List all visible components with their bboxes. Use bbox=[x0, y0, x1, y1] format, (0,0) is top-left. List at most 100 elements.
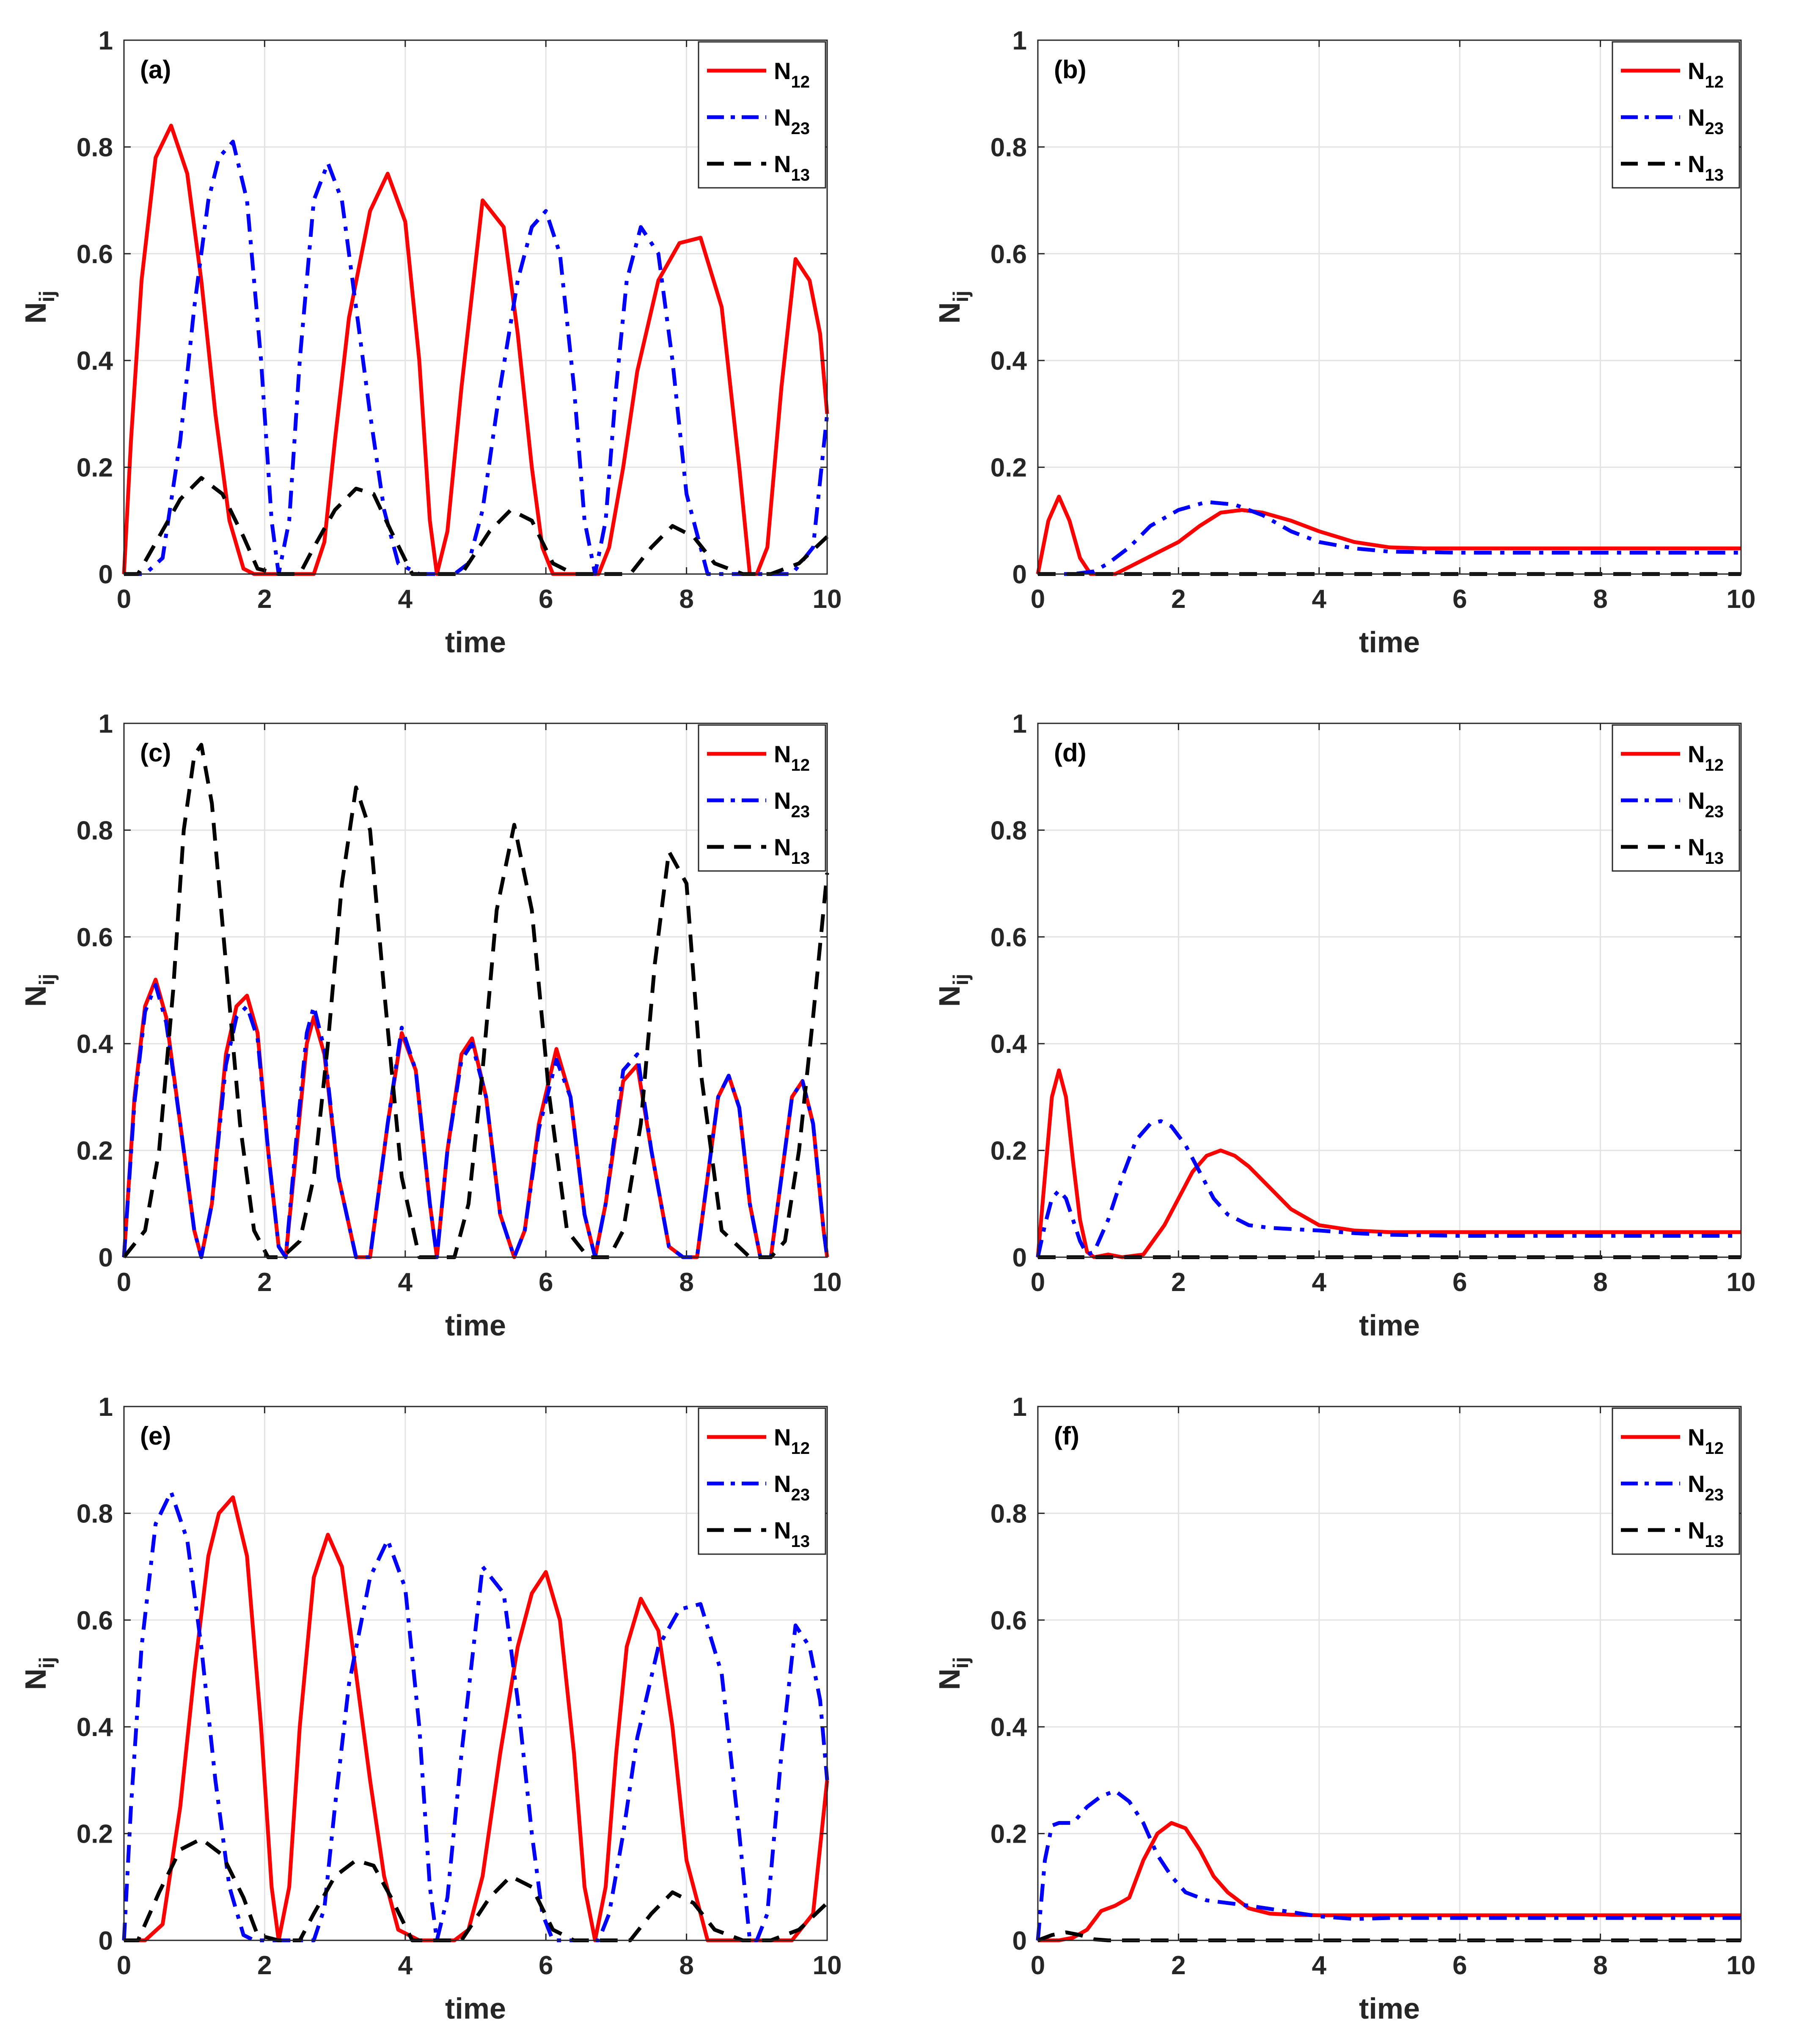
x-tick-label: 8 bbox=[1593, 585, 1607, 614]
series-line-n12 bbox=[122, 978, 829, 1259]
y-tick-label: 1 bbox=[1012, 1393, 1027, 1422]
panel-label: (b) bbox=[1054, 55, 1087, 84]
x-tick-label: 10 bbox=[1727, 585, 1756, 614]
x-tick-label: 4 bbox=[398, 585, 413, 614]
y-tick-label: 0.6 bbox=[990, 1606, 1027, 1635]
y-tick-label: 0.2 bbox=[77, 1137, 113, 1166]
y-axis-label: Nij bbox=[933, 974, 973, 1007]
chart-panel-e: 0 2 4 6 8 10 0 0.2 0.4 0.6 0.8 1 time Nij (e) N12 N23 N13 bbox=[19, 1393, 842, 2025]
x-tick-label: 10 bbox=[813, 1268, 842, 1297]
x-tick-label: 8 bbox=[679, 1268, 693, 1297]
y-tick-label: 1 bbox=[1012, 26, 1027, 55]
legend-entry-n23: N23 bbox=[774, 787, 810, 821]
chart-panel-b: 0 2 4 6 8 10 0 0.2 0.4 0.6 0.8 1 time Nij (b) N12 N23 N13 bbox=[933, 26, 1755, 659]
x-tick-label: 4 bbox=[398, 1268, 413, 1297]
series-line-n12 bbox=[1036, 495, 1741, 576]
legend: N12 N23 N13 bbox=[1612, 41, 1740, 189]
axes-frame bbox=[123, 723, 828, 1258]
y-axis-label: Nij bbox=[19, 291, 59, 324]
legend-entry-n23: N23 bbox=[774, 104, 810, 138]
x-tick-label: 8 bbox=[1593, 1951, 1607, 1980]
legend: N12 N23 N13 bbox=[698, 1407, 826, 1555]
x-tick-label: 10 bbox=[1727, 1268, 1756, 1297]
series-line-n13 bbox=[122, 743, 829, 1259]
x-tick-label: 0 bbox=[117, 585, 131, 614]
y-tick-label: 0.8 bbox=[990, 816, 1027, 845]
legend-entry-n13: N13 bbox=[1688, 1517, 1724, 1551]
y-tick-label: 1 bbox=[99, 1393, 113, 1422]
y-tick-label: 0.4 bbox=[77, 346, 113, 376]
y-tick-label: 0.6 bbox=[990, 923, 1027, 952]
y-tick-label: 0.8 bbox=[990, 1499, 1027, 1528]
y-tick-label: 0.6 bbox=[77, 1606, 113, 1635]
y-tick-label: 0 bbox=[1012, 1243, 1027, 1272]
y-axis-label: Nij bbox=[19, 1657, 59, 1690]
legend: N12 N23 N13 bbox=[698, 41, 826, 189]
x-tick-label: 6 bbox=[1452, 585, 1467, 614]
y-tick-label: 0.4 bbox=[990, 346, 1027, 376]
x-tick-label: 2 bbox=[1171, 585, 1186, 614]
x-tick-label: 6 bbox=[539, 1951, 553, 1980]
x-tick-label: 0 bbox=[1031, 1268, 1045, 1297]
x-axis-label: time bbox=[1359, 626, 1420, 659]
x-tick-label: 0 bbox=[1031, 585, 1045, 614]
legend-entry-n13: N13 bbox=[774, 151, 810, 184]
x-tick-label: 2 bbox=[257, 1951, 272, 1980]
x-tick-label: 2 bbox=[257, 1268, 272, 1297]
y-tick-label: 0 bbox=[1012, 560, 1027, 589]
y-axis-label: Nij bbox=[19, 974, 59, 1007]
x-tick-label: 4 bbox=[1312, 585, 1327, 614]
x-tick-label: 6 bbox=[1452, 1268, 1467, 1297]
y-tick-label: 0.2 bbox=[77, 453, 113, 483]
legend-entry-n23: N23 bbox=[1688, 104, 1724, 138]
legend-entry-n12: N12 bbox=[774, 58, 810, 91]
y-tick-label: 0.6 bbox=[77, 240, 113, 269]
legend-entry-n12: N12 bbox=[1688, 58, 1724, 91]
axes-frame bbox=[123, 39, 828, 575]
y-tick-label: 0 bbox=[1012, 1926, 1027, 1956]
y-tick-label: 0.6 bbox=[77, 923, 113, 952]
panel-label: (c) bbox=[140, 739, 171, 767]
x-tick-label: 8 bbox=[679, 1951, 693, 1980]
panel-label: (f) bbox=[1054, 1422, 1079, 1450]
x-axis-label: time bbox=[1359, 1992, 1420, 2025]
legend-entry-n23: N23 bbox=[1688, 787, 1724, 821]
y-tick-label: 0.2 bbox=[77, 1820, 113, 1849]
x-tick-label: 8 bbox=[1593, 1268, 1607, 1297]
series-line-n12 bbox=[1036, 1068, 1741, 1259]
series-line-n23 bbox=[1038, 500, 1741, 576]
x-tick-label: 4 bbox=[1312, 1268, 1327, 1297]
x-axis-label: time bbox=[445, 626, 506, 659]
x-tick-label: 2 bbox=[257, 585, 272, 614]
x-axis-label: time bbox=[1359, 1309, 1420, 1342]
x-axis-label: time bbox=[445, 1992, 506, 2025]
series-line-n13 bbox=[1037, 1930, 1741, 1942]
y-tick-label: 0.6 bbox=[990, 240, 1027, 269]
series-line-n23 bbox=[122, 1490, 829, 1942]
x-tick-label: 0 bbox=[117, 1268, 131, 1297]
y-tick-label: 0 bbox=[99, 560, 113, 589]
y-tick-label: 1 bbox=[99, 26, 113, 55]
y-tick-label: 0.2 bbox=[990, 453, 1027, 483]
x-tick-label: 8 bbox=[679, 585, 693, 614]
y-axis-label: Nij bbox=[933, 291, 973, 324]
y-tick-label: 0.4 bbox=[990, 1713, 1027, 1742]
panel-label: (d) bbox=[1054, 739, 1087, 767]
legend-entry-n13: N13 bbox=[1688, 151, 1724, 184]
chart-panel-f: 0 2 4 6 8 10 0 0.2 0.4 0.6 0.8 1 time Nij (f) N12 N23 N13 bbox=[933, 1393, 1755, 2025]
axes-frame bbox=[1037, 1406, 1742, 1941]
x-tick-label: 0 bbox=[117, 1951, 131, 1980]
panel-label: (e) bbox=[140, 1422, 171, 1450]
x-tick-label: 6 bbox=[1452, 1951, 1467, 1980]
legend-entry-n13: N13 bbox=[774, 834, 810, 868]
x-axis-label: time bbox=[445, 1309, 506, 1342]
chart-panel-d: 0 2 4 6 8 10 0 0.2 0.4 0.6 0.8 1 time Nij (d) N12 N23 N13 bbox=[933, 709, 1755, 1342]
legend-entry-n13: N13 bbox=[774, 1517, 810, 1551]
series-line-n23 bbox=[122, 983, 829, 1259]
y-tick-label: 0 bbox=[99, 1243, 113, 1272]
legend: N12 N23 N13 bbox=[1612, 1407, 1740, 1555]
y-tick-label: 0.8 bbox=[77, 133, 113, 162]
legend-entry-n13: N13 bbox=[1688, 834, 1724, 868]
y-tick-label: 0 bbox=[99, 1926, 113, 1956]
panel-label: (a) bbox=[140, 55, 171, 84]
